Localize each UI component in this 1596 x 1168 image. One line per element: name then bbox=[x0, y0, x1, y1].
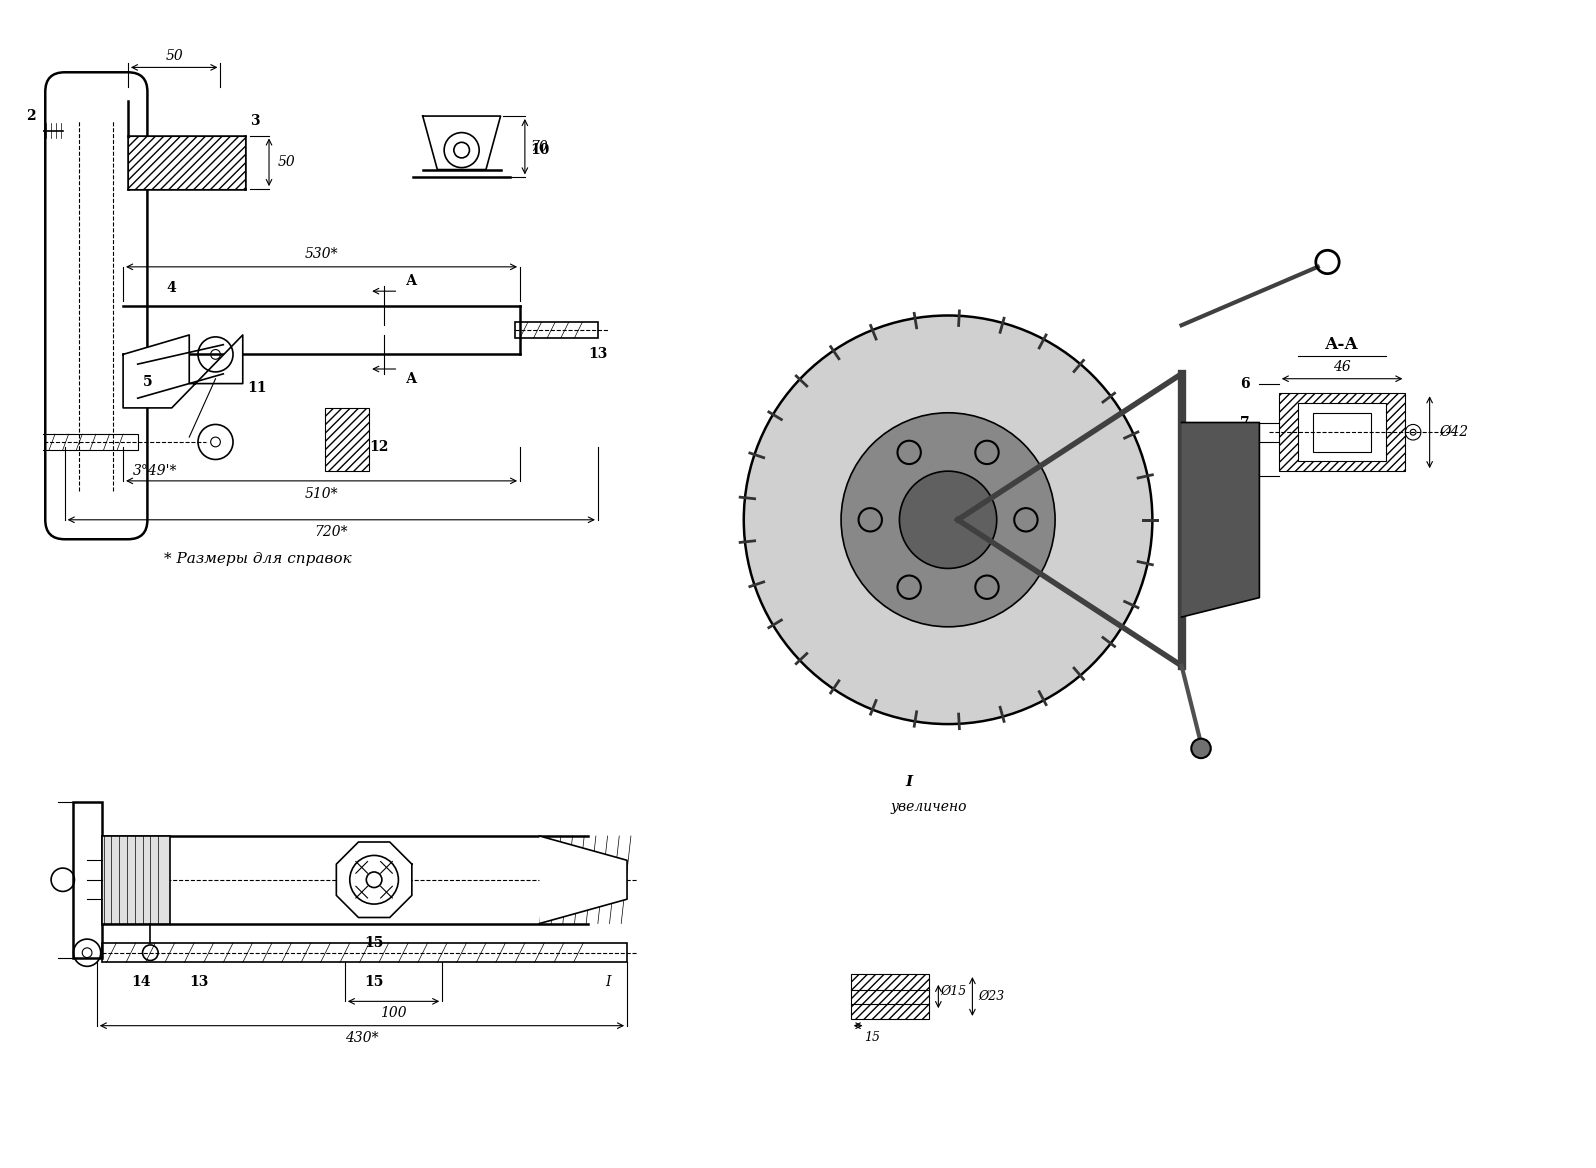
Text: 5: 5 bbox=[142, 375, 152, 389]
Text: 13: 13 bbox=[589, 347, 608, 361]
Bar bbox=[851, 1003, 929, 1018]
Text: 50: 50 bbox=[278, 155, 295, 169]
Polygon shape bbox=[1181, 423, 1259, 617]
Text: 430*: 430* bbox=[345, 1031, 378, 1045]
Text: 46: 46 bbox=[1333, 360, 1350, 374]
Text: 720*: 720* bbox=[314, 526, 348, 540]
Polygon shape bbox=[539, 836, 627, 924]
Bar bbox=[102, 943, 627, 962]
Text: 510*: 510* bbox=[305, 487, 338, 501]
FancyBboxPatch shape bbox=[45, 72, 147, 540]
Text: 15: 15 bbox=[863, 1031, 881, 1044]
Text: 6: 6 bbox=[1240, 376, 1250, 390]
Text: Ø15: Ø15 bbox=[940, 985, 966, 999]
Text: 7: 7 bbox=[1240, 416, 1250, 430]
Text: 100: 100 bbox=[380, 1006, 407, 1020]
Text: 13: 13 bbox=[190, 975, 209, 989]
Text: А: А bbox=[405, 274, 417, 288]
Text: 4: 4 bbox=[168, 281, 177, 296]
Text: 70: 70 bbox=[530, 140, 549, 154]
Text: 8: 8 bbox=[1240, 434, 1250, 449]
Text: 530*: 530* bbox=[305, 248, 338, 262]
Bar bbox=[1298, 403, 1385, 461]
Text: I: I bbox=[905, 776, 913, 790]
Text: Ø42: Ø42 bbox=[1440, 425, 1468, 439]
Text: I: I bbox=[605, 975, 610, 989]
Bar bbox=[1278, 394, 1406, 471]
Text: 11: 11 bbox=[247, 382, 267, 396]
Text: Ø23: Ø23 bbox=[978, 990, 1005, 1003]
Circle shape bbox=[900, 471, 998, 569]
Text: 15: 15 bbox=[364, 975, 383, 989]
Text: 10: 10 bbox=[530, 144, 549, 158]
Text: А: А bbox=[405, 371, 417, 385]
Text: 50: 50 bbox=[166, 49, 184, 63]
Bar bbox=[102, 836, 169, 924]
Bar bbox=[21, 434, 137, 450]
Bar bbox=[326, 408, 369, 471]
Text: 3: 3 bbox=[249, 114, 259, 128]
Polygon shape bbox=[123, 335, 243, 408]
Bar bbox=[72, 802, 102, 958]
Polygon shape bbox=[423, 116, 501, 169]
Bar bbox=[1314, 412, 1371, 452]
Bar bbox=[516, 322, 598, 338]
Text: увеличено: увеличено bbox=[891, 800, 967, 814]
Bar bbox=[851, 974, 929, 989]
Text: 14: 14 bbox=[131, 975, 150, 989]
Text: 15: 15 bbox=[364, 936, 383, 950]
Bar bbox=[128, 135, 244, 189]
Circle shape bbox=[841, 412, 1055, 627]
Polygon shape bbox=[337, 842, 412, 918]
Circle shape bbox=[1191, 738, 1211, 758]
Text: 12: 12 bbox=[369, 440, 389, 454]
Text: А-А: А-А bbox=[1325, 336, 1360, 353]
Text: 9: 9 bbox=[1240, 470, 1250, 484]
Circle shape bbox=[744, 315, 1152, 724]
Text: 2: 2 bbox=[26, 109, 35, 123]
Text: 3°49'*: 3°49'* bbox=[132, 464, 177, 478]
Text: * Размеры для справок: * Размеры для справок bbox=[163, 551, 351, 565]
Bar bbox=[851, 988, 929, 1004]
